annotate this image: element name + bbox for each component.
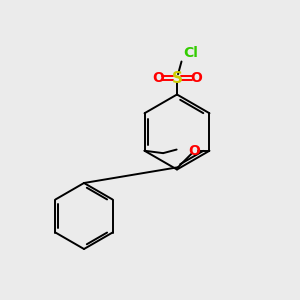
Text: S: S (172, 70, 182, 86)
Text: Cl: Cl (183, 46, 198, 60)
Text: O: O (190, 71, 202, 85)
Text: O: O (152, 71, 164, 85)
Text: O: O (188, 144, 200, 158)
